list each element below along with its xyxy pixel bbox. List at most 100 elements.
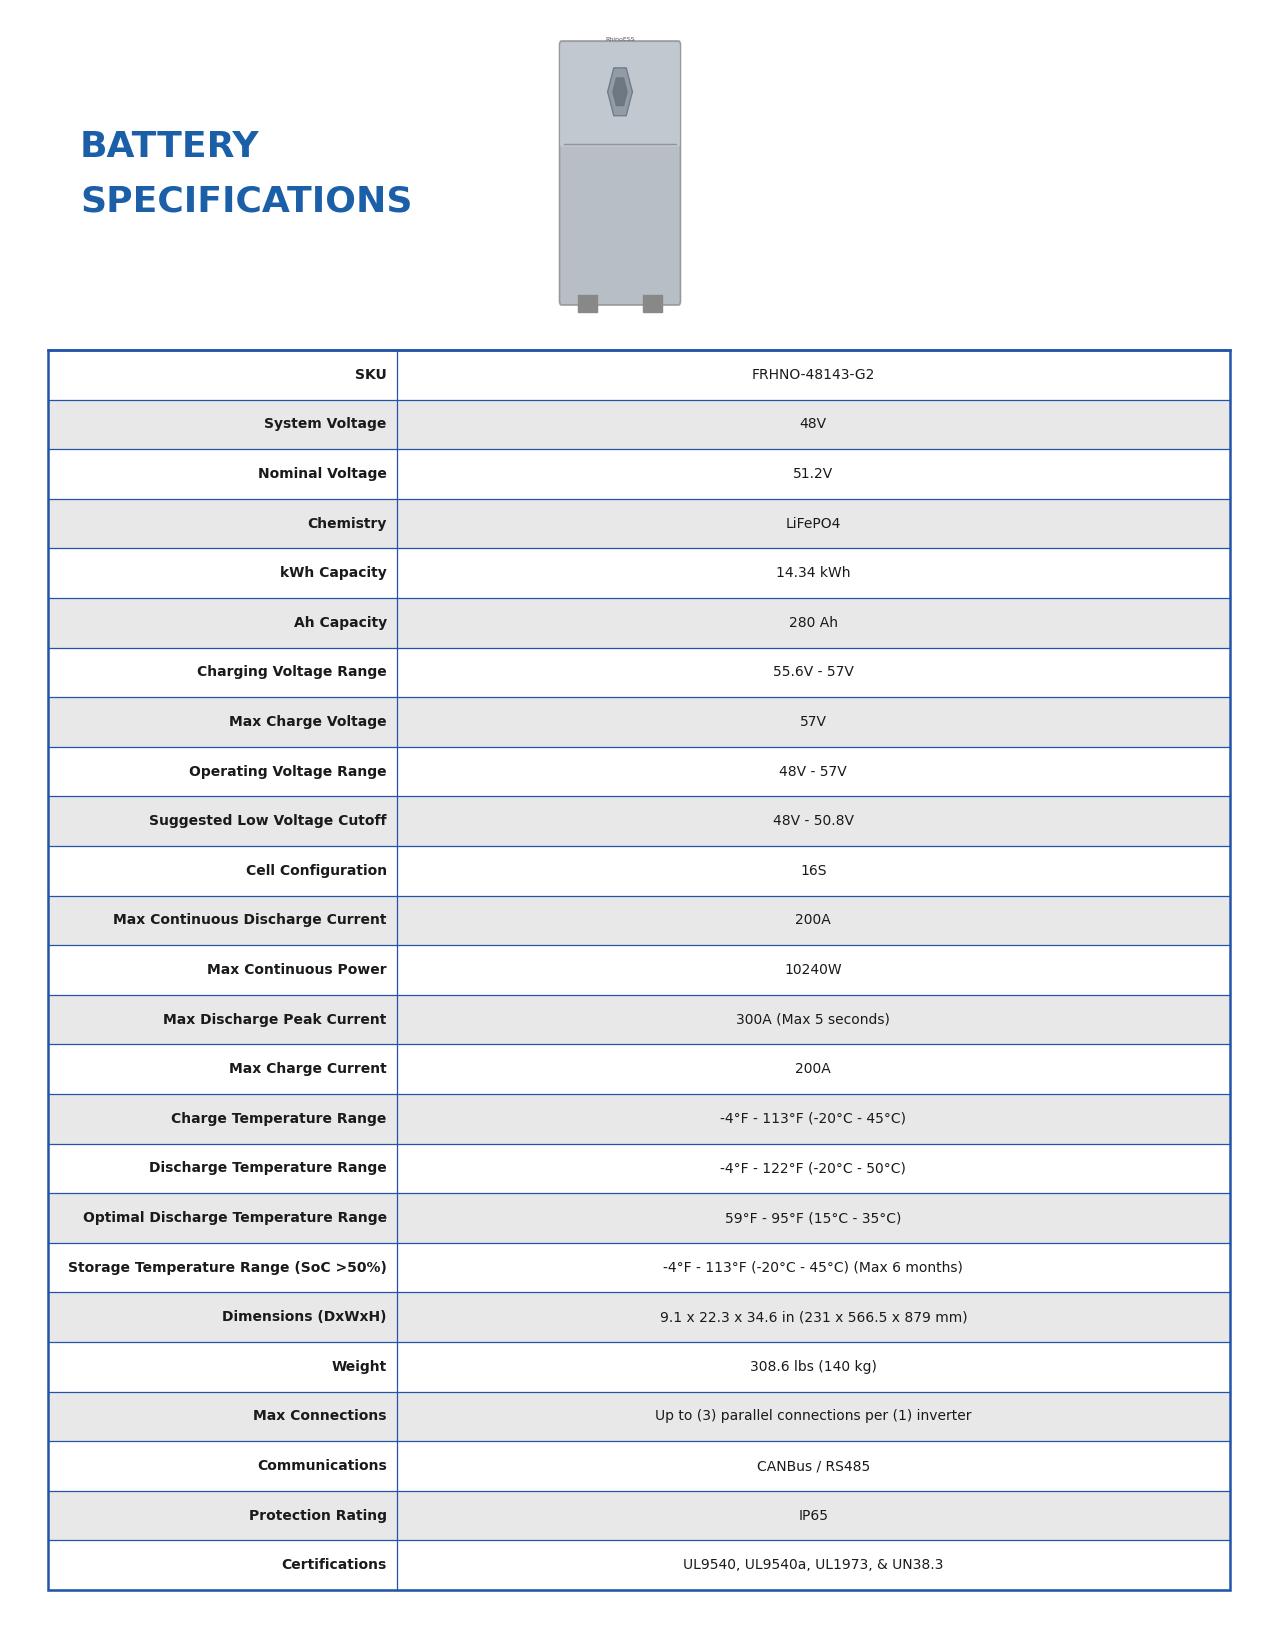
Text: Cell Configuration: Cell Configuration <box>246 865 386 878</box>
Text: 55.6V - 57V: 55.6V - 57V <box>773 665 854 680</box>
Polygon shape <box>48 1292 397 1341</box>
Polygon shape <box>397 449 1230 498</box>
Text: Max Charge Voltage: Max Charge Voltage <box>230 714 386 729</box>
Text: Max Connections: Max Connections <box>254 1409 386 1424</box>
Polygon shape <box>48 548 397 597</box>
Polygon shape <box>397 995 1230 1044</box>
Polygon shape <box>48 1391 397 1440</box>
Polygon shape <box>48 995 397 1044</box>
Polygon shape <box>48 1094 397 1143</box>
Text: 200A: 200A <box>796 1063 831 1076</box>
Text: FRHNO-48143-G2: FRHNO-48143-G2 <box>752 368 875 381</box>
Polygon shape <box>397 1094 1230 1143</box>
Polygon shape <box>48 797 397 846</box>
Text: Max Continuous Discharge Current: Max Continuous Discharge Current <box>113 914 386 927</box>
Bar <box>644 295 662 312</box>
Text: 51.2V: 51.2V <box>793 467 834 482</box>
Polygon shape <box>397 1242 1230 1292</box>
Text: Up to (3) parallel connections per (1) inverter: Up to (3) parallel connections per (1) i… <box>655 1409 972 1424</box>
Text: kWh Capacity: kWh Capacity <box>280 566 386 581</box>
Text: -4°F - 122°F (-20°C - 50°C): -4°F - 122°F (-20°C - 50°C) <box>720 1162 907 1175</box>
Polygon shape <box>48 1341 397 1391</box>
Text: Certifications: Certifications <box>282 1558 386 1572</box>
Polygon shape <box>397 1193 1230 1242</box>
Text: Storage Temperature Range (SoC >50%): Storage Temperature Range (SoC >50%) <box>68 1261 386 1274</box>
Text: Charge Temperature Range: Charge Temperature Range <box>171 1112 386 1125</box>
Text: LiFePO4: LiFePO4 <box>785 516 842 531</box>
Polygon shape <box>397 548 1230 597</box>
Text: Ah Capacity: Ah Capacity <box>293 615 386 630</box>
Polygon shape <box>48 698 397 747</box>
Text: Suggested Low Voltage Cutoff: Suggested Low Voltage Cutoff <box>149 813 386 828</box>
Polygon shape <box>48 896 397 945</box>
Polygon shape <box>48 449 397 498</box>
Polygon shape <box>48 399 397 449</box>
Polygon shape <box>397 1341 1230 1391</box>
Text: Max Charge Current: Max Charge Current <box>230 1063 386 1076</box>
Text: 200A: 200A <box>796 914 831 927</box>
Polygon shape <box>397 350 1230 399</box>
Polygon shape <box>397 1044 1230 1094</box>
Polygon shape <box>397 698 1230 747</box>
Text: Weight: Weight <box>332 1360 386 1374</box>
Text: -4°F - 113°F (-20°C - 45°C): -4°F - 113°F (-20°C - 45°C) <box>720 1112 907 1125</box>
Polygon shape <box>397 1143 1230 1193</box>
Text: Discharge Temperature Range: Discharge Temperature Range <box>149 1162 386 1175</box>
Text: CANBus / RS485: CANBus / RS485 <box>757 1459 870 1473</box>
Polygon shape <box>48 1143 397 1193</box>
Text: Protection Rating: Protection Rating <box>249 1508 386 1523</box>
Polygon shape <box>397 1391 1230 1440</box>
Text: 14.34 kWh: 14.34 kWh <box>776 566 850 581</box>
Text: 16S: 16S <box>801 865 826 878</box>
Text: System Voltage: System Voltage <box>264 417 386 431</box>
Polygon shape <box>397 846 1230 896</box>
Text: RhinoESS: RhinoESS <box>606 36 635 41</box>
Polygon shape <box>613 78 627 106</box>
Polygon shape <box>48 945 397 995</box>
Text: Chemistry: Chemistry <box>307 516 386 531</box>
Text: Operating Voltage Range: Operating Voltage Range <box>189 764 386 779</box>
Text: 308.6 lbs (140 kg): 308.6 lbs (140 kg) <box>750 1360 877 1374</box>
Text: Nominal Voltage: Nominal Voltage <box>258 467 386 482</box>
Polygon shape <box>48 498 397 548</box>
Text: 59°F - 95°F (15°C - 35°C): 59°F - 95°F (15°C - 35°C) <box>725 1211 901 1224</box>
Polygon shape <box>48 846 397 896</box>
Polygon shape <box>48 350 397 399</box>
Text: 48V: 48V <box>799 417 827 431</box>
Polygon shape <box>48 1242 397 1292</box>
Text: 57V: 57V <box>799 714 827 729</box>
FancyBboxPatch shape <box>560 43 680 147</box>
Polygon shape <box>48 1044 397 1094</box>
Text: 48V - 57V: 48V - 57V <box>779 764 847 779</box>
Text: Optimal Discharge Temperature Range: Optimal Discharge Temperature Range <box>83 1211 386 1224</box>
Polygon shape <box>397 647 1230 698</box>
Polygon shape <box>48 647 397 698</box>
Polygon shape <box>397 1292 1230 1341</box>
Polygon shape <box>397 498 1230 548</box>
Text: UL9540, UL9540a, UL1973, & UN38.3: UL9540, UL9540a, UL1973, & UN38.3 <box>683 1558 944 1572</box>
Text: SPECIFICATIONS: SPECIFICATIONS <box>80 185 413 219</box>
Polygon shape <box>397 399 1230 449</box>
Text: Max Continuous Power: Max Continuous Power <box>207 964 386 977</box>
Polygon shape <box>397 597 1230 647</box>
Text: -4°F - 113°F (-20°C - 45°C) (Max 6 months): -4°F - 113°F (-20°C - 45°C) (Max 6 month… <box>663 1261 964 1274</box>
Text: Communications: Communications <box>258 1459 386 1473</box>
Text: BATTERY: BATTERY <box>80 130 260 163</box>
Polygon shape <box>397 945 1230 995</box>
Text: SKU: SKU <box>354 368 386 381</box>
Polygon shape <box>397 1541 1230 1591</box>
Text: 48V - 50.8V: 48V - 50.8V <box>773 813 854 828</box>
Text: 280 Ah: 280 Ah <box>789 615 838 630</box>
Text: Charging Voltage Range: Charging Voltage Range <box>196 665 386 680</box>
Text: Dimensions (DxWxH): Dimensions (DxWxH) <box>222 1310 386 1325</box>
Polygon shape <box>48 1440 397 1492</box>
Polygon shape <box>608 68 632 116</box>
Text: IP65: IP65 <box>798 1508 829 1523</box>
Text: Max Discharge Peak Current: Max Discharge Peak Current <box>163 1013 386 1026</box>
Text: 10240W: 10240W <box>784 964 843 977</box>
Polygon shape <box>48 1492 397 1541</box>
Text: 300A (Max 5 seconds): 300A (Max 5 seconds) <box>737 1013 890 1026</box>
Polygon shape <box>397 797 1230 846</box>
Polygon shape <box>397 896 1230 945</box>
Polygon shape <box>397 747 1230 797</box>
